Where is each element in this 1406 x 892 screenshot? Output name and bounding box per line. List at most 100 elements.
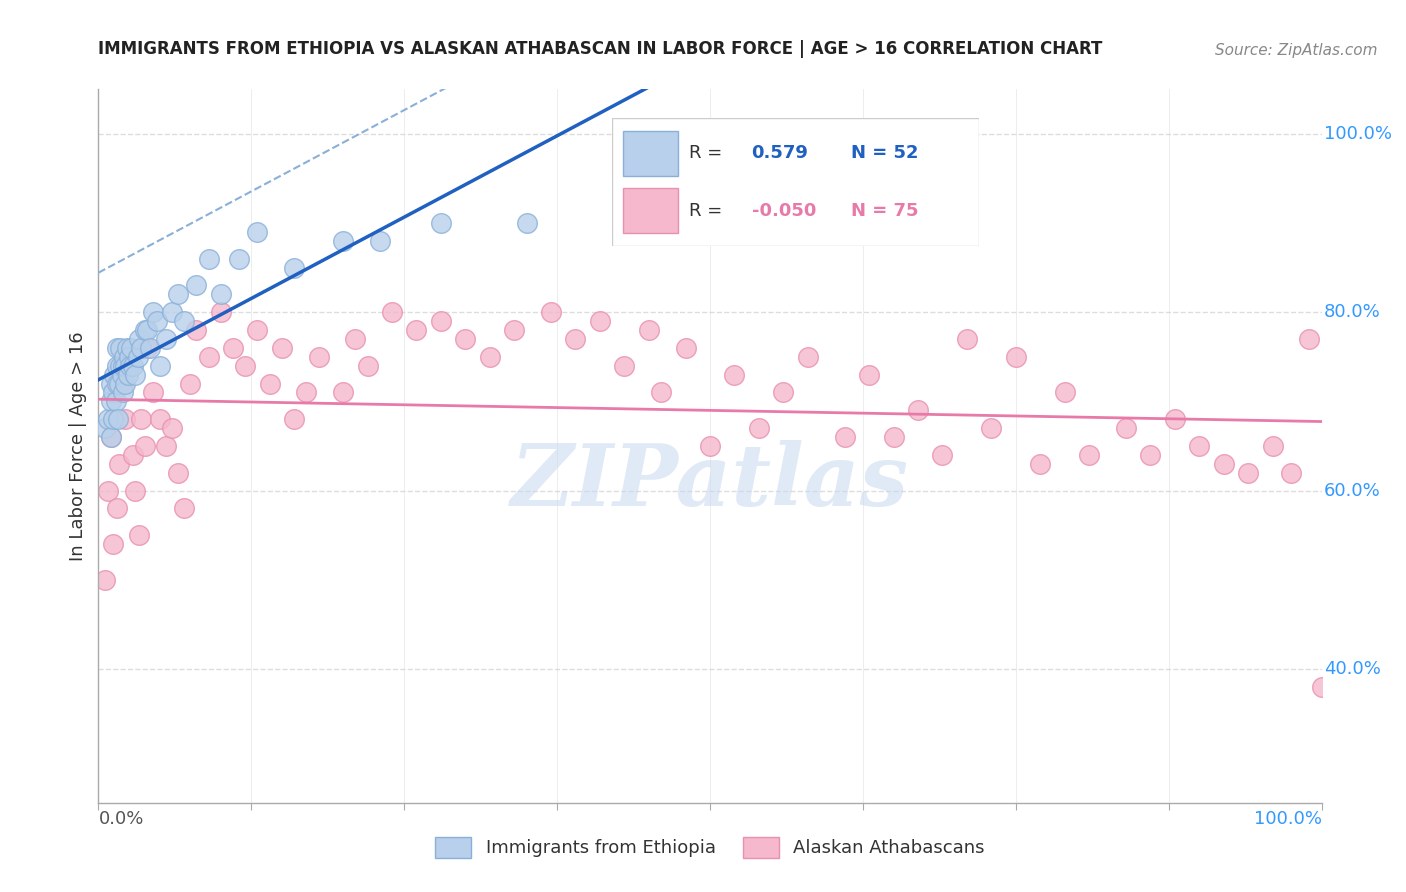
Text: 0.0%: 0.0% <box>98 810 143 828</box>
Point <box>332 234 354 248</box>
Point <box>980 421 1002 435</box>
Y-axis label: In Labor Force | Age > 16: In Labor Force | Age > 16 <box>69 331 87 561</box>
Point <box>117 368 139 382</box>
Point <box>858 368 880 382</box>
Text: 60.0%: 60.0% <box>1324 482 1381 500</box>
Point <box>108 376 131 391</box>
Point <box>101 385 124 400</box>
Point <box>103 368 125 382</box>
Point <box>1078 448 1101 462</box>
Point <box>160 421 183 435</box>
Text: 100.0%: 100.0% <box>1324 125 1392 143</box>
Point <box>1298 332 1320 346</box>
Point <box>100 376 122 391</box>
Point <box>1029 457 1052 471</box>
Point <box>128 528 150 542</box>
Point <box>1237 466 1260 480</box>
Point <box>1188 439 1211 453</box>
Point <box>121 448 143 462</box>
Point <box>105 359 128 373</box>
Point <box>110 341 132 355</box>
Point <box>118 359 141 373</box>
Point <box>283 412 305 426</box>
Point <box>368 234 391 248</box>
Point <box>270 341 294 355</box>
Point <box>197 350 219 364</box>
Point <box>110 359 132 373</box>
Point <box>381 305 404 319</box>
Point <box>111 385 134 400</box>
Point <box>931 448 953 462</box>
Point <box>209 305 232 319</box>
Point <box>128 332 150 346</box>
Point <box>136 323 159 337</box>
Point <box>1164 412 1187 426</box>
Text: 40.0%: 40.0% <box>1324 660 1381 678</box>
Point <box>115 341 138 355</box>
Point <box>344 332 367 346</box>
Point <box>127 350 149 364</box>
Point <box>173 501 195 516</box>
Point <box>100 394 122 409</box>
Point <box>699 439 721 453</box>
Point <box>155 439 177 453</box>
Point <box>356 359 378 373</box>
Point <box>134 323 156 337</box>
Point <box>134 439 156 453</box>
Point <box>405 323 427 337</box>
Point <box>112 350 135 364</box>
Point <box>105 501 128 516</box>
Point <box>503 323 526 337</box>
Point <box>111 359 134 373</box>
Point <box>454 332 477 346</box>
Point <box>118 350 141 364</box>
Point <box>1310 680 1333 694</box>
Point <box>834 430 856 444</box>
Text: ZIPatlas: ZIPatlas <box>510 440 910 524</box>
Text: 80.0%: 80.0% <box>1324 303 1381 321</box>
Point <box>167 287 190 301</box>
Text: Source: ZipAtlas.com: Source: ZipAtlas.com <box>1215 43 1378 58</box>
Point <box>1261 439 1284 453</box>
Point <box>93 421 115 435</box>
Point <box>160 305 183 319</box>
Point <box>114 376 136 391</box>
Text: IMMIGRANTS FROM ETHIOPIA VS ALASKAN ATHABASCAN IN LABOR FORCE | AGE > 16 CORRELA: IMMIGRANTS FROM ETHIOPIA VS ALASKAN ATHA… <box>98 40 1102 58</box>
Point <box>146 314 169 328</box>
Point <box>332 385 354 400</box>
Point <box>209 287 232 301</box>
Point <box>430 314 453 328</box>
Point <box>956 332 979 346</box>
Point <box>637 323 661 337</box>
Point <box>139 341 162 355</box>
Point <box>430 216 453 230</box>
Point <box>907 403 929 417</box>
Point <box>228 252 250 266</box>
Point <box>1004 350 1026 364</box>
Point <box>101 412 124 426</box>
Point <box>100 430 122 444</box>
Point <box>142 385 165 400</box>
Point <box>120 341 142 355</box>
Point <box>97 483 120 498</box>
Point <box>723 368 745 382</box>
Point <box>121 359 143 373</box>
Point <box>283 260 305 275</box>
Point <box>259 376 281 391</box>
Point <box>246 225 269 239</box>
Point <box>114 359 136 373</box>
Point <box>114 412 136 426</box>
Point <box>173 314 195 328</box>
Point <box>149 412 172 426</box>
Point <box>149 359 172 373</box>
Point <box>105 341 128 355</box>
Point <box>197 252 219 266</box>
Point <box>111 368 134 382</box>
Point <box>478 350 501 364</box>
Point <box>295 385 318 400</box>
Point <box>1279 466 1302 480</box>
Point <box>101 537 124 551</box>
Point <box>155 332 177 346</box>
Point <box>136 341 159 355</box>
Point <box>105 376 128 391</box>
